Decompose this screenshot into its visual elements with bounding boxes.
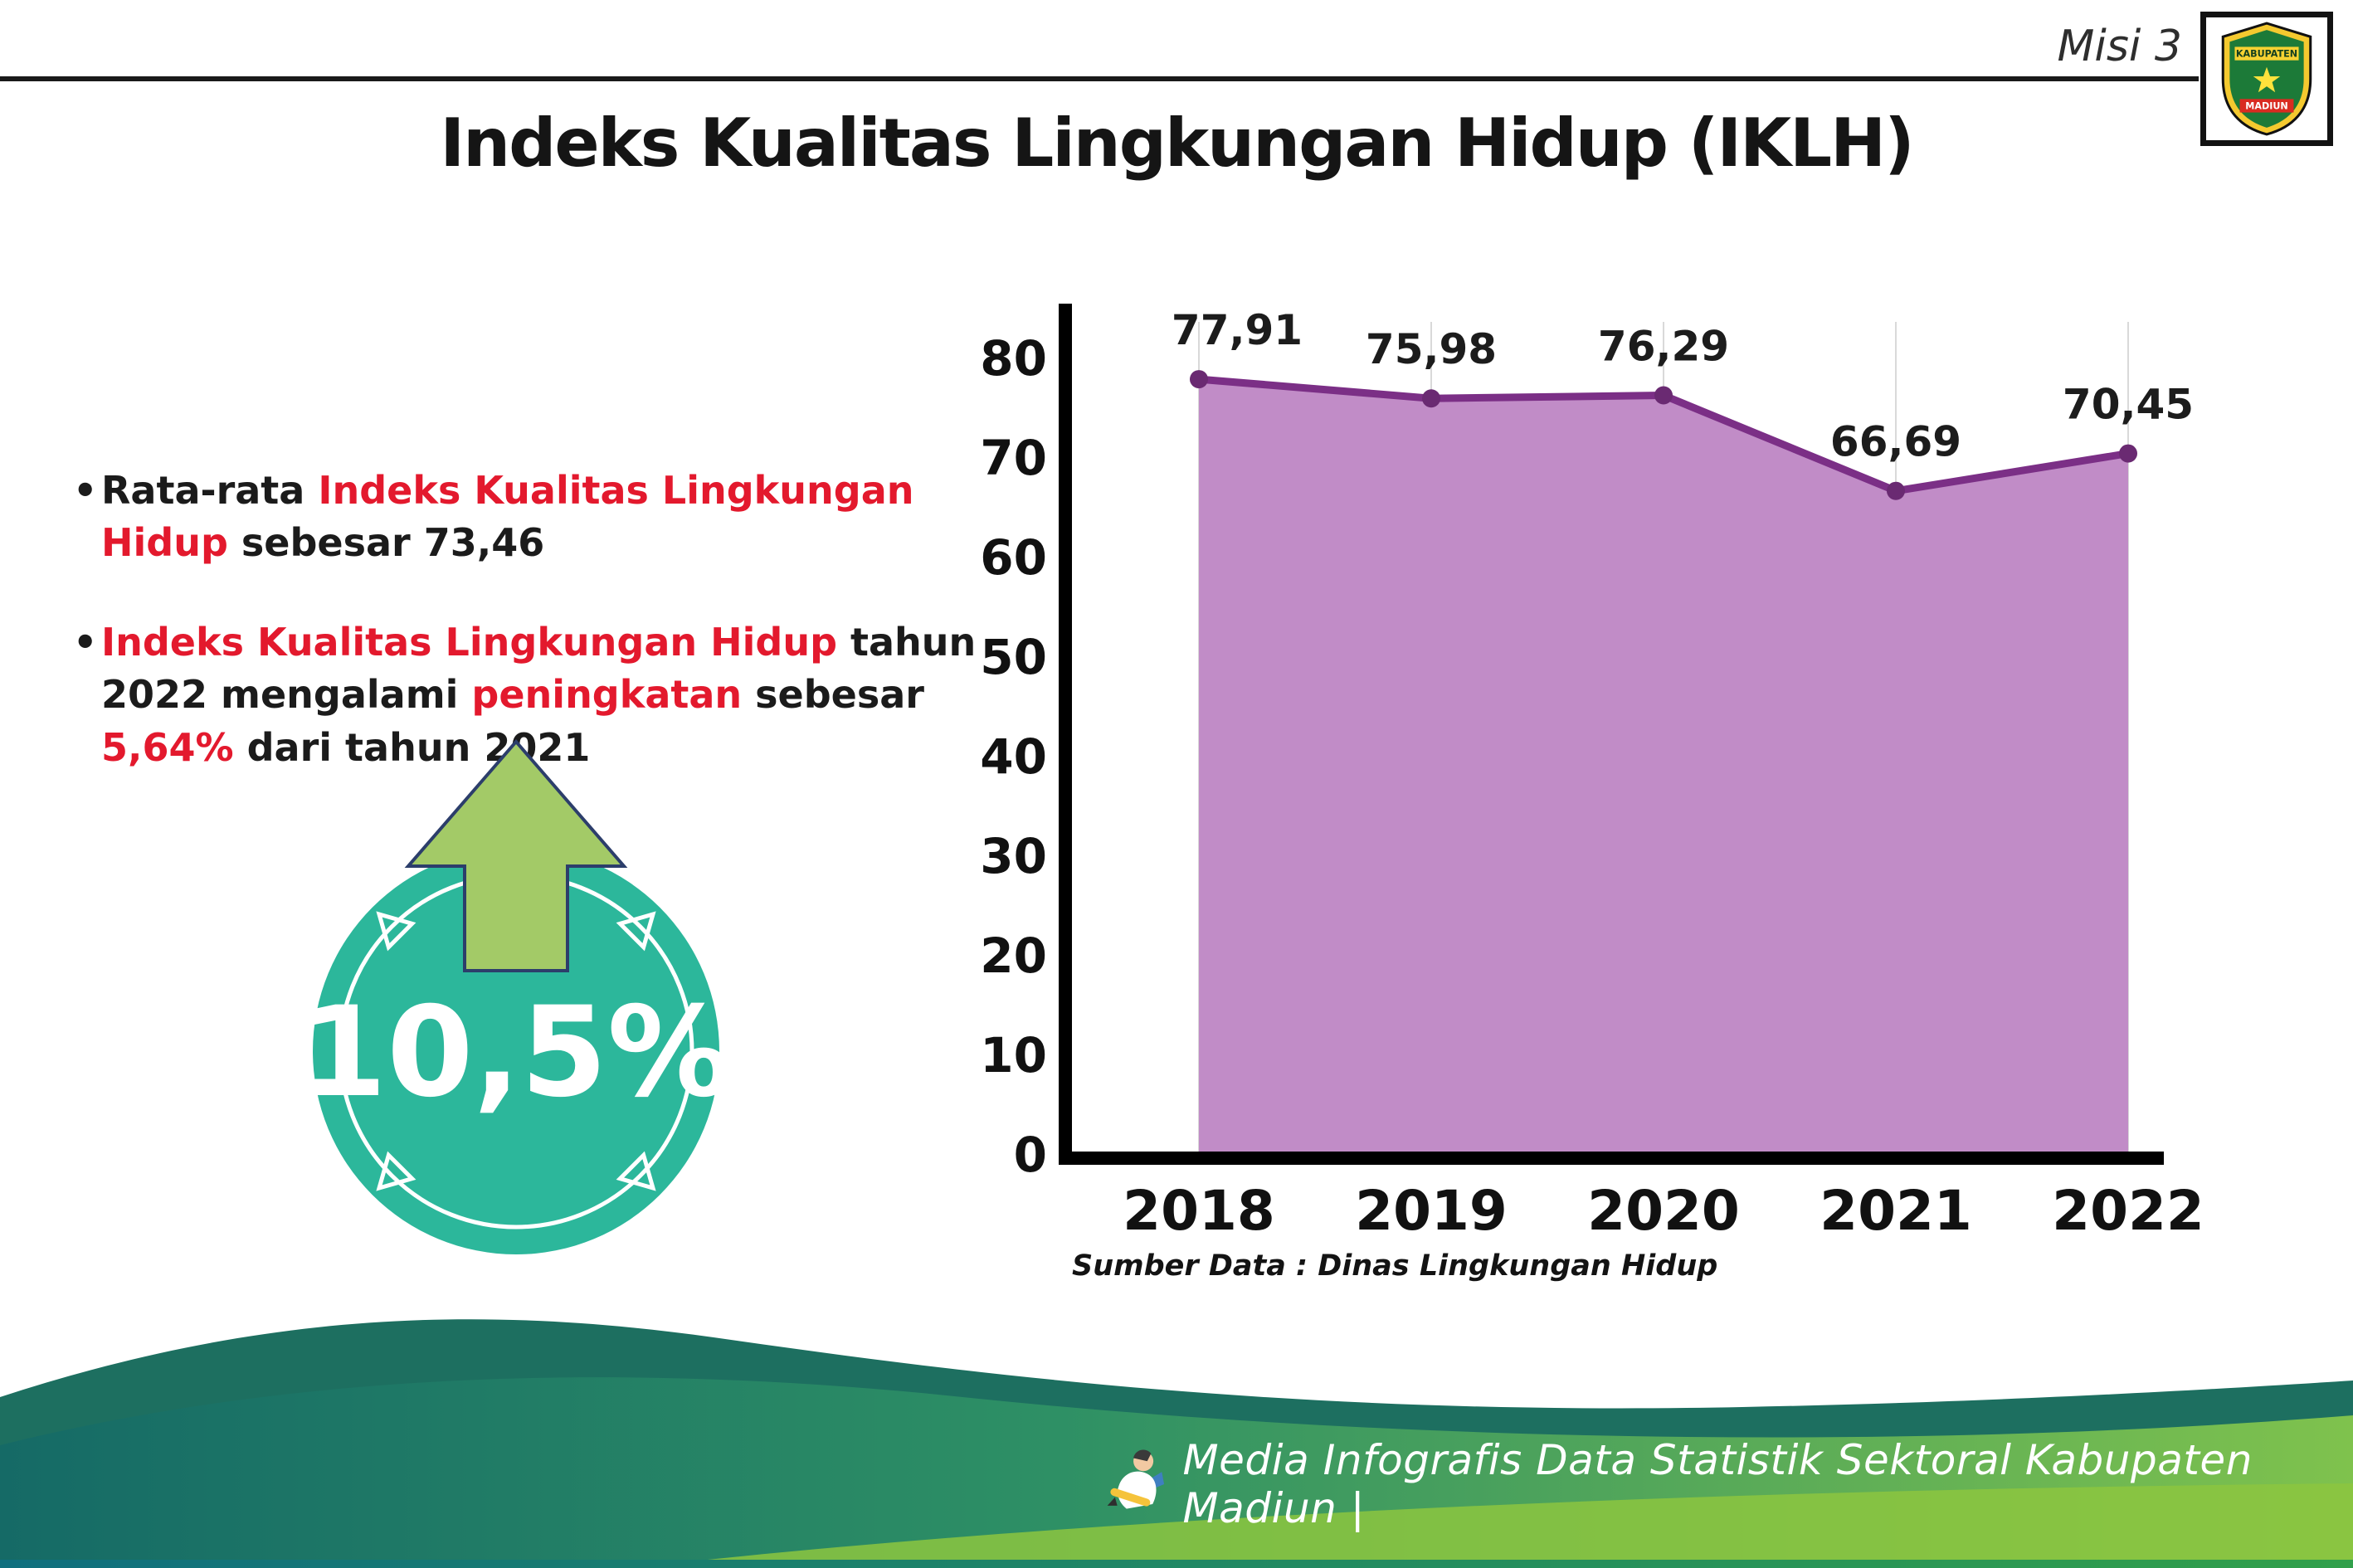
- bullet-segment: sebesar 73,46: [227, 520, 545, 566]
- y-axis: [1059, 304, 1072, 1165]
- bullet-segment: sebesar: [742, 672, 924, 718]
- x-category-label: 2020: [1587, 1179, 1740, 1243]
- footer-bottom-strip: [0, 1560, 2353, 1568]
- key-points: • Rata-rata Indeks Kualitas Lingkungan Hi…: [73, 465, 994, 821]
- y-tick-label: 0: [1014, 1127, 1047, 1183]
- y-tick-label: 80: [980, 330, 1047, 387]
- chart-point: [1654, 386, 1673, 405]
- mascot-icon: [1107, 1449, 1165, 1509]
- chart-area: [1199, 379, 2128, 1152]
- badge-circle: [313, 848, 719, 1254]
- x-category-label: 2022: [2052, 1179, 2204, 1243]
- bullet-segment: 5,64%: [101, 724, 234, 770]
- bullet-segment: Indeks Kualitas Lingkungan Hidup: [101, 619, 838, 665]
- header-divider: [0, 76, 2199, 81]
- bullet-segment: Indeks Kualitas Lingkungan Hidup: [101, 468, 914, 566]
- badge-tick-triangle: [616, 1151, 656, 1191]
- y-tick-label: 50: [980, 629, 1047, 685]
- increase-badge-graphic: 10,5%: [300, 738, 732, 1254]
- kabupaten-madiun-logo: KABUPATEN MADIUN: [2200, 12, 2333, 146]
- up-arrow-icon: [404, 738, 628, 972]
- footer: Media Infografis Data Statistik Sektoral…: [0, 1291, 2353, 1568]
- increase-badge: 10,5%: [292, 723, 740, 1254]
- iklh-area-chart: 77,91 75,98 76,29 66,69 70,45 0 10 20 30 40 50 60 70…: [979, 274, 2240, 1253]
- data-source-caption: Sumber Data : Dinas Lingkungan Hidup: [1072, 1249, 1718, 1283]
- bullet-segment: Rata-rata: [101, 468, 319, 513]
- footer-text: Media Infografis Data Statistik Sektoral…: [1182, 1436, 2253, 1532]
- misi-label: Misi 3: [2057, 22, 2182, 71]
- chart-canvas: 77,91 75,98 76,29 66,69 70,45 0 10 20 30 40 50 60 70…: [980, 304, 2204, 1243]
- x-axis: [1059, 1152, 2164, 1165]
- footer-waves: [0, 1319, 2353, 1568]
- bullet-segment: tahun 2022 mengalami: [101, 619, 977, 718]
- x-category-label: 2021: [1820, 1179, 1972, 1243]
- y-tick-label: 60: [980, 529, 1047, 586]
- badge-tick-triangle: [376, 1151, 417, 1191]
- chart-value-label: 77,91: [1172, 306, 1303, 354]
- bullet-marker: •: [73, 468, 98, 513]
- chart-value-label: 76,29: [1598, 323, 1729, 371]
- chart-point: [1190, 370, 1208, 389]
- y-tick-label: 10: [980, 1027, 1047, 1083]
- logo-text-bottom: MADIUN: [2245, 101, 2287, 112]
- chart-value-label: 75,98: [1366, 325, 1497, 373]
- y-tick-label: 30: [980, 828, 1047, 884]
- y-tick-label: 20: [980, 928, 1047, 984]
- chart-point: [1887, 481, 1905, 500]
- bullet-segment: peningkatan: [471, 672, 743, 718]
- bullet-average: • Rata-rata Indeks Kualitas Lingkungan Hi…: [73, 465, 994, 570]
- x-category-label: 2018: [1123, 1179, 1275, 1243]
- logo-text-top: KABUPATEN: [2236, 49, 2297, 60]
- y-tick-label: 40: [980, 728, 1047, 785]
- footer-caption: Media Infografis Data Statistik Sektoral…: [1103, 1436, 2353, 1532]
- chart-point: [1422, 389, 1440, 408]
- badge-value: 10,5%: [300, 981, 732, 1125]
- badge-tick-triangle: [376, 911, 417, 952]
- x-category-label: 2019: [1355, 1179, 1508, 1243]
- y-tick-label: 70: [980, 430, 1047, 486]
- chart-value-label: 66,69: [1830, 418, 1961, 466]
- wave-light-green: [631, 1483, 2353, 1568]
- chart-point: [2119, 444, 2137, 463]
- bullet-marker: •: [73, 619, 98, 665]
- chart-value-label: 70,45: [2063, 381, 2194, 429]
- logo-shield-icon: KABUPATEN MADIUN: [2221, 22, 2312, 136]
- bullet-increase: • Indeks Kualitas Lingkungan Hidup tahun …: [73, 616, 994, 774]
- badge-tick-triangle: [616, 911, 656, 952]
- page-title: Indeks Kualitas Lingkungan Hidup (IKLH): [440, 105, 1914, 182]
